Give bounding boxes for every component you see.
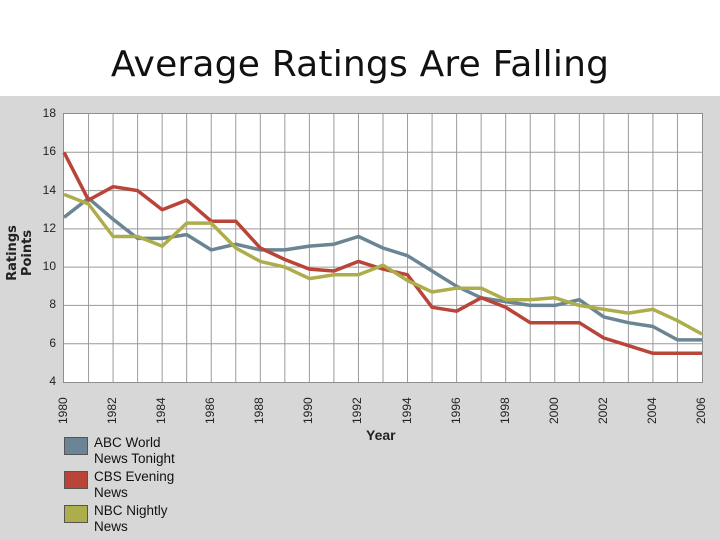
- y-tick-label: 4: [49, 374, 56, 388]
- legend-item-nbc: NBC Nightly News: [64, 503, 214, 537]
- legend-item-abc: ABC World News Tonight: [64, 435, 214, 469]
- slide-title: Average Ratings Are Falling: [110, 44, 610, 85]
- legend-label-cbs: CBS Evening News: [94, 469, 175, 500]
- legend-item-cbs: CBS Evening News: [64, 469, 214, 503]
- legend-label-nbc: NBC Nightly News: [94, 503, 168, 534]
- y-tick-label: 6: [49, 335, 56, 350]
- legend-label-abc: ABC World News Tonight: [94, 435, 175, 466]
- legend-swatch-cbs: [64, 471, 88, 489]
- y-tick-label: 16: [42, 144, 56, 159]
- legend-swatch-nbc: [64, 505, 88, 523]
- series-line-cbs: [62, 151, 702, 356]
- legend-swatch-abc: [64, 437, 88, 455]
- series-line-nbc: [63, 192, 703, 336]
- y-tick-label: 10: [42, 259, 56, 274]
- y-tick-label: 18: [42, 106, 56, 120]
- legend: ABC World News Tonight CBS Evening News …: [64, 435, 214, 537]
- x-axis-label: Year: [366, 427, 396, 443]
- y-tick-label: 8: [49, 297, 56, 312]
- y-tick-label: 14: [42, 182, 56, 197]
- y-tick-label: 12: [42, 220, 56, 235]
